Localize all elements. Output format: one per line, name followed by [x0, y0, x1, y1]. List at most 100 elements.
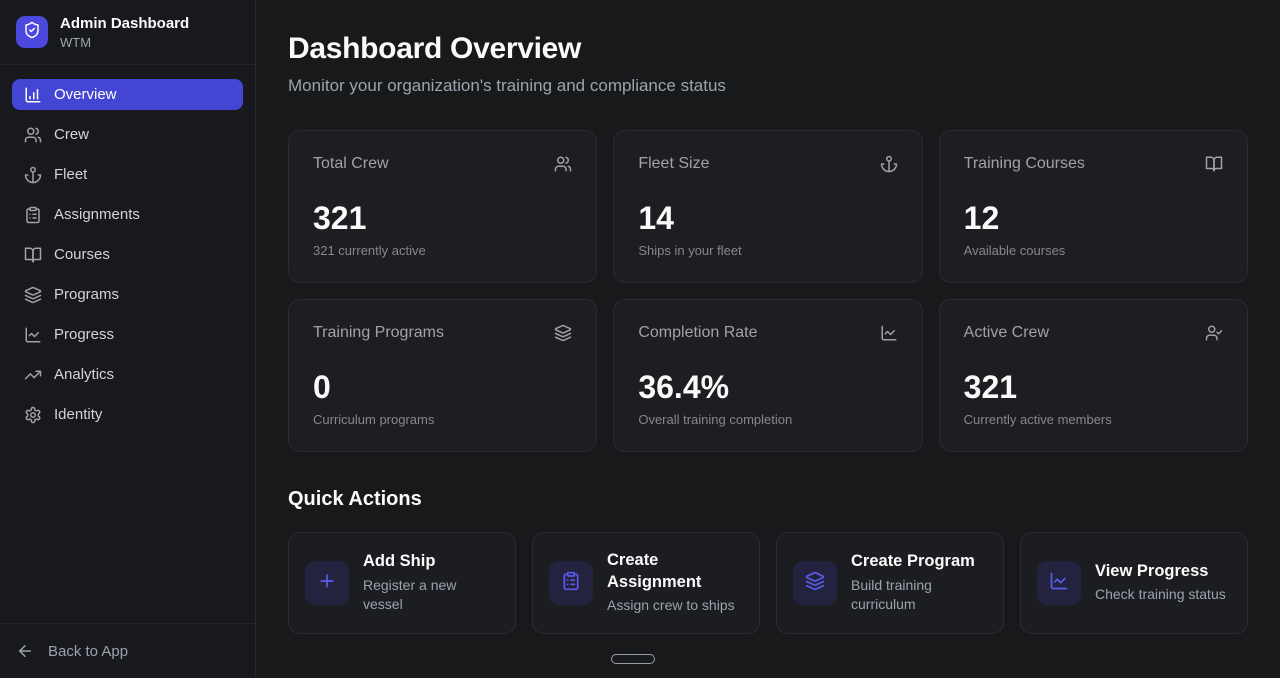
quick-action-description: Check training status — [1095, 586, 1226, 603]
sidebar-item-crew[interactable]: Crew — [12, 119, 243, 150]
sidebar-item-label: Courses — [54, 246, 110, 263]
sidebar-footer: Back to App — [0, 623, 255, 678]
stat-card-header: Training Courses — [964, 155, 1223, 173]
stat-card-header: Fleet Size — [638, 155, 897, 173]
sidebar-item-label: Analytics — [54, 366, 115, 383]
shield-check-icon — [23, 21, 41, 44]
quick-action-description: Assign crew to ships — [607, 597, 735, 614]
clipboard-icon — [24, 206, 42, 224]
quick-action-text: Create Assignment Assign crew to ships — [607, 550, 741, 615]
sidebar-item-label: Identity — [54, 406, 103, 423]
app-title: Admin Dashboard — [60, 14, 190, 32]
page-title: Dashboard Overview — [288, 32, 582, 65]
arrow-left-icon — [16, 642, 34, 660]
stat-card-header: Completion Rate — [638, 324, 897, 342]
quick-actions-title: Quick Actions — [288, 488, 422, 510]
stat-card: Active Crew 321 Currently active members — [938, 299, 1248, 452]
quick-action-icon-tile — [1037, 561, 1081, 605]
sidebar-item-analytics[interactable]: Analytics — [12, 359, 243, 390]
app-logo — [16, 16, 48, 48]
user-check-icon — [1205, 324, 1223, 342]
stat-card-value: 321 — [963, 369, 1018, 405]
sidebar: Admin Dashboard WTM Overview Crew Fleet Ass… — [0, 0, 256, 678]
quick-action-create-program[interactable]: Create Program Build training curriculum — [776, 532, 1004, 634]
quick-action-add-ship[interactable]: Add Ship Register a new vessel — [288, 532, 516, 634]
quick-action-icon-tile — [793, 561, 837, 605]
stat-card-description: 321 currently active — [313, 243, 426, 258]
layers-icon — [554, 324, 572, 342]
stat-card: Total Crew 321 321 currently active — [288, 130, 598, 283]
stat-card-label: Completion Rate — [638, 324, 758, 341]
quick-action-text: Create Program Build training curriculum — [851, 551, 985, 615]
stat-card-description: Available courses — [963, 243, 1066, 258]
gear-icon — [24, 406, 42, 424]
stat-card: Training Courses 12 Available courses — [938, 130, 1248, 283]
quick-action-view-progress[interactable]: View Progress Check training status — [1020, 532, 1248, 634]
sidebar-item-overview[interactable]: Overview — [12, 79, 243, 110]
quick-action-title: Create Program — [851, 552, 975, 571]
stat-card-label: Active Crew — [963, 324, 1050, 341]
sidebar-item-courses[interactable]: Courses — [12, 239, 243, 270]
sidebar-item-label: Programs — [54, 286, 120, 303]
sidebar-item-label: Overview — [54, 86, 117, 103]
quick-action-create-assignment[interactable]: Create Assignment Assign crew to ships — [532, 532, 760, 634]
chart-line-icon — [1049, 571, 1069, 596]
stat-card-label: Fleet Size — [638, 155, 710, 172]
stat-card-header: Training Programs — [313, 324, 572, 342]
stat-card-label: Training Courses — [963, 155, 1085, 172]
stat-card-description: Ships in your fleet — [638, 243, 742, 258]
quick-actions-grid: Add Ship Register a new vessel Create Assi… — [288, 532, 1248, 634]
chart-line-icon — [880, 324, 898, 342]
app-subtitle: WTM — [60, 34, 92, 50]
anchor-icon — [24, 166, 42, 184]
bar-chart-icon — [24, 86, 42, 104]
page-subtitle: Monitor your organization's training and… — [288, 76, 726, 95]
sidebar-header: Admin Dashboard WTM — [0, 0, 255, 65]
stat-card-header: Total Crew — [313, 155, 572, 173]
stat-card-description: Currently active members — [963, 412, 1112, 427]
stat-card: Completion Rate 36.4% Overall training com… — [613, 299, 923, 452]
back-to-app-label: Back to App — [48, 642, 129, 660]
sidebar-item-label: Fleet — [54, 166, 88, 183]
plus-icon — [317, 571, 337, 596]
stat-card-value: 36.4% — [638, 369, 730, 405]
stat-card: Training Programs 0 Curriculum programs — [288, 299, 598, 452]
quick-action-title: Create Assignment — [607, 551, 702, 591]
stat-card-value: 12 — [963, 200, 1000, 236]
stat-card-description: Overall training completion — [638, 412, 793, 427]
anchor-icon — [880, 155, 898, 173]
sidebar-item-label: Progress — [54, 326, 115, 343]
stat-card-label: Total Crew — [313, 155, 389, 172]
quick-action-description: Build training curriculum — [851, 576, 932, 613]
users-icon — [24, 126, 42, 144]
quick-action-text: Add Ship Register a new vessel — [363, 551, 497, 615]
stat-card-value: 14 — [638, 200, 674, 236]
book-open-icon — [1205, 155, 1223, 173]
sidebar-item-programs[interactable]: Programs — [12, 279, 243, 310]
stat-card-label: Training Programs — [313, 324, 445, 341]
quick-action-text: View Progress Check training status — [1095, 561, 1226, 605]
stats-grid: Total Crew 321 321 currently active Fleet S… — [288, 130, 1248, 452]
stat-card-value: 321 — [313, 200, 367, 236]
sidebar-item-label: Crew — [54, 126, 90, 143]
sidebar-item-assignments[interactable]: Assignments — [12, 199, 243, 230]
sidebar-item-identity[interactable]: Identity — [12, 399, 243, 430]
main-content: Dashboard Overview Monitor your organiza… — [256, 0, 1280, 678]
sidebar-nav: Overview Crew Fleet Assignments Courses Progr… — [0, 65, 255, 623]
sidebar-item-label: Assignments — [54, 206, 140, 223]
layers-icon — [24, 286, 42, 304]
sidebar-item-fleet[interactable]: Fleet — [12, 159, 243, 190]
sidebar-item-progress[interactable]: Progress — [12, 319, 243, 350]
quick-action-icon-tile — [549, 561, 593, 605]
chart-line-icon — [24, 326, 42, 344]
stat-card: Fleet Size 14 Ships in your fleet — [613, 130, 923, 283]
drag-handle[interactable] — [611, 654, 655, 664]
users-icon — [554, 155, 572, 173]
app-identity: Admin Dashboard WTM — [60, 15, 189, 50]
back-to-app-link[interactable]: Back to App — [16, 642, 239, 660]
trending-up-icon — [24, 366, 42, 384]
quick-action-title: Add Ship — [363, 552, 436, 571]
layers-icon — [805, 571, 825, 596]
quick-action-icon-tile — [305, 561, 349, 605]
